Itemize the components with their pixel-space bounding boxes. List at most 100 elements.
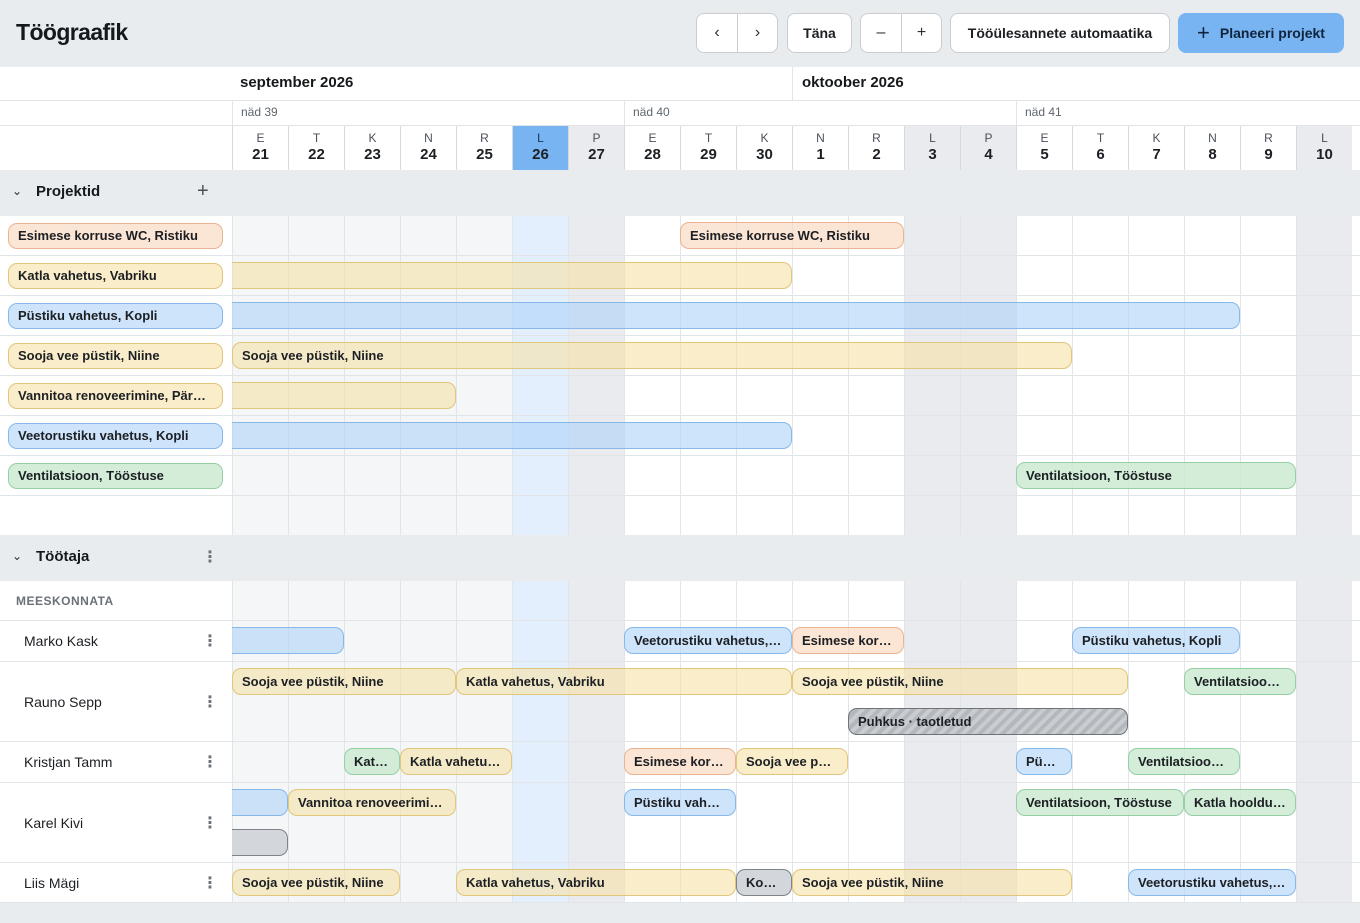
day-column[interactable] — [512, 581, 568, 903]
weekday-letter: L — [1321, 131, 1328, 145]
task-bar[interactable] — [232, 829, 288, 856]
day-column[interactable] — [456, 581, 512, 903]
day-column[interactable] — [400, 581, 456, 903]
task-bar[interactable]: Katla vahetus, Vabriku — [456, 668, 792, 695]
day-number: 10 — [1316, 146, 1333, 163]
task-bar[interactable]: Katla vahetus, Vabriku — [400, 748, 512, 775]
project-chip[interactable]: Püstiku vahetus, Kopli — [8, 303, 223, 329]
weekday-letter: R — [1264, 131, 1273, 145]
project-bar[interactable]: Sooja vee püstik, Niine — [232, 342, 1072, 369]
chevron-down-icon[interactable]: ⌄ — [12, 184, 23, 198]
task-bar[interactable]: Püstiku vahetus, Kopli — [1072, 627, 1240, 654]
plan-project-button[interactable]: + Planeeri projekt — [1178, 13, 1344, 53]
day-column[interactable] — [1016, 581, 1072, 903]
day-column[interactable] — [792, 581, 848, 903]
workers-section-header[interactable]: ⌄ Töötaja ⋮ — [0, 535, 1360, 581]
day-column[interactable] — [680, 581, 736, 903]
day-column[interactable] — [1240, 581, 1296, 903]
more-options-icon[interactable]: ⋮ — [202, 694, 218, 711]
project-chip[interactable]: Vannitoa renoveerimine, Pärnu mnt — [8, 383, 223, 409]
worker-name: Liis Mägi — [24, 875, 80, 891]
task-bar[interactable]: Katla hooldus, Vabriku — [1184, 789, 1296, 816]
task-bar[interactable] — [232, 789, 288, 816]
project-chip[interactable]: Esimese korruse WC, Ristiku — [8, 223, 223, 249]
weekday-letter: N — [424, 131, 433, 145]
more-options-icon[interactable]: ⋮ — [202, 815, 218, 832]
day-header-cell: E 28 — [624, 126, 680, 170]
worker-name: Karel Kivi — [24, 815, 84, 831]
zoom-in-button[interactable]: + — [901, 14, 941, 52]
task-bar[interactable]: Koolitus — [736, 869, 792, 896]
day-number: 1 — [816, 146, 825, 163]
day-column[interactable] — [736, 581, 792, 903]
task-automation-button[interactable]: Tööülesannete automaatika — [950, 13, 1170, 53]
task-bar[interactable]: Katla vahetus, Vabriku — [456, 869, 736, 896]
task-bar[interactable]: Veetorustiku vahetus, Kopli — [1128, 869, 1296, 896]
day-column[interactable] — [1128, 581, 1184, 903]
task-bar[interactable]: Sooja vee püstik, Niine — [736, 748, 848, 775]
day-column[interactable] — [1296, 581, 1352, 903]
task-bar[interactable]: Veetorustiku vahetus, Kopli — [624, 627, 792, 654]
day-column[interactable] — [848, 581, 904, 903]
day-column[interactable] — [568, 581, 624, 903]
task-bar[interactable]: Sooja vee püstik, Niine — [792, 668, 1128, 695]
weekday-letter: K — [1152, 131, 1161, 145]
more-options-icon[interactable]: ⋮ — [202, 754, 218, 771]
vacation-bar[interactable]: Puhkus · taotletud — [848, 708, 1128, 735]
day-column[interactable] — [1072, 581, 1128, 903]
row-divider — [0, 415, 1360, 416]
task-bar[interactable]: Vannitoa renoveerimine, Pärnu mnt — [288, 789, 456, 816]
chevron-right-icon[interactable]: › — [737, 14, 777, 52]
task-bar[interactable]: Ventilatsioon, Tööstuse — [1016, 789, 1184, 816]
weekday-letter: E — [1040, 131, 1049, 145]
project-bar[interactable] — [232, 422, 792, 449]
task-bar[interactable]: Esimese korruse WC, Ristiku — [624, 748, 736, 775]
task-bar[interactable]: Sooja vee püstik, Niine — [792, 869, 1072, 896]
task-bar[interactable]: Sooja vee püstik, Niine — [232, 869, 400, 896]
project-chip[interactable]: Katla vahetus, Vabriku — [8, 263, 223, 289]
day-column[interactable] — [904, 581, 960, 903]
weekday-letter: K — [760, 131, 769, 145]
project-chip[interactable]: Veetorustiku vahetus, Kopli — [8, 423, 223, 449]
week-divider — [232, 100, 233, 125]
chevron-down-icon[interactable]: ⌄ — [12, 549, 23, 563]
add-project-icon[interactable]: + — [197, 180, 209, 202]
projects-section-header[interactable]: ⌄ Projektid + — [0, 170, 1360, 216]
weekday-letter: N — [1208, 131, 1217, 145]
row-divider — [0, 495, 1360, 496]
day-column[interactable] — [960, 581, 1016, 903]
task-bar[interactable]: Ventilatsioon, Tööstuse — [1184, 668, 1296, 695]
worker-name: Kristjan Tamm — [24, 754, 113, 770]
week-label: näd 41 — [1025, 105, 1062, 119]
project-bar[interactable] — [232, 262, 792, 289]
chevron-left-icon[interactable]: ‹ — [714, 24, 720, 41]
project-bar[interactable]: Esimese korruse WC, Ristiku — [680, 222, 904, 249]
task-bar[interactable]: Esimese korruse WC, Ristiku — [792, 627, 904, 654]
today-button[interactable]: Täna — [787, 13, 852, 53]
task-bar[interactable]: Püstiku vahetus, Kopli — [624, 789, 736, 816]
task-bar[interactable] — [232, 627, 344, 654]
month-label: september 2026 — [240, 74, 354, 91]
day-number: 8 — [1208, 146, 1217, 163]
project-bar[interactable] — [232, 302, 1240, 329]
project-bar[interactable]: Ventilatsioon, Tööstuse — [1016, 462, 1296, 489]
project-chip[interactable]: Sooja vee püstik, Niine — [8, 343, 223, 369]
day-column[interactable] — [1184, 581, 1240, 903]
project-chip[interactable]: Ventilatsioon, Tööstuse — [8, 463, 223, 489]
project-bar[interactable] — [232, 382, 456, 409]
more-options-icon[interactable]: ⋮ — [202, 549, 218, 566]
more-options-icon[interactable]: ⋮ — [202, 875, 218, 892]
day-column[interactable] — [344, 581, 400, 903]
task-bar[interactable]: Katla vahetus, Vabriku — [344, 748, 400, 775]
day-number: 6 — [1096, 146, 1105, 163]
day-column[interactable] — [624, 581, 680, 903]
more-options-icon[interactable]: ⋮ — [202, 633, 218, 650]
zoom-out-button[interactable]: – — [876, 24, 886, 41]
day-number: 30 — [756, 146, 773, 163]
week-divider — [624, 100, 625, 125]
task-bar[interactable]: Püstiku vahetus, Kopli — [1016, 748, 1072, 775]
task-bar[interactable]: Ventilatsioon, Tööstuse — [1128, 748, 1240, 775]
task-bar[interactable]: Sooja vee püstik, Niine — [232, 668, 456, 695]
row-divider — [0, 902, 1360, 903]
